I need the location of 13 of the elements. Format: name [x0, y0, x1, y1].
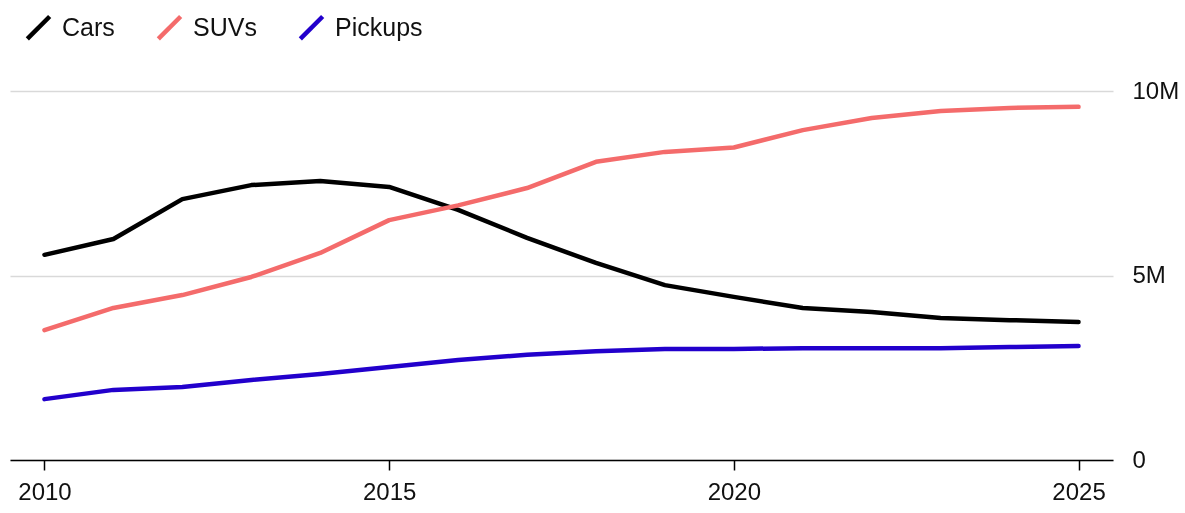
line-series — [42, 104, 1081, 333]
legend-label: Pickups — [335, 12, 423, 41]
line-series — [42, 343, 1081, 402]
x-tick-label: 2020 — [707, 477, 762, 505]
x-tick-label: 2025 — [1052, 477, 1106, 505]
legend-label: Cars — [62, 12, 115, 41]
y-tick-label: 0 — [1132, 445, 1146, 473]
line-series — [42, 178, 1081, 325]
x-tick-label: 2010 — [18, 477, 72, 505]
legend-label: SUVs — [193, 12, 257, 41]
y-tick-label: 10M — [1132, 76, 1180, 104]
x-tick-label: 2015 — [362, 477, 417, 505]
y-tick-label: 5M — [1132, 261, 1166, 288]
